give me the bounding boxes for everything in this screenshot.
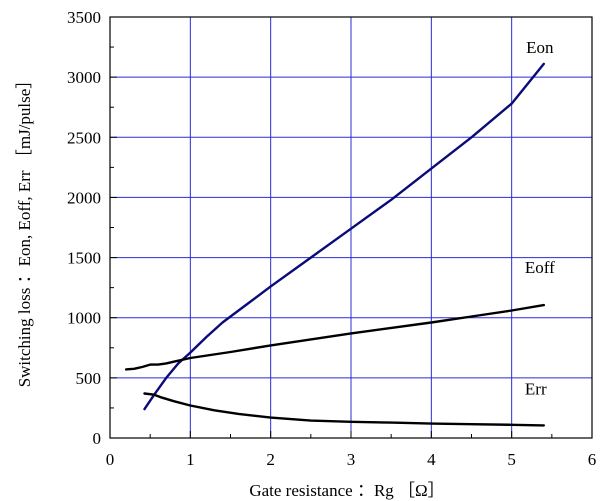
series-line-eoff bbox=[124, 303, 545, 371]
y-tick-label: 3000 bbox=[67, 68, 101, 87]
x-axis-label: Gate resistance ：Rg ［Ω］ bbox=[249, 481, 444, 500]
x-tick-label: 3 bbox=[347, 450, 356, 469]
series-label-eon: Eon bbox=[526, 38, 554, 57]
grid bbox=[110, 17, 592, 438]
x-tick-label: 5 bbox=[507, 450, 516, 469]
x-tick-label: 0 bbox=[106, 450, 115, 469]
series-labels: Eon Eoff Err bbox=[525, 38, 555, 399]
y-tick-label: 1000 bbox=[67, 309, 101, 328]
y-tick-label: 1500 bbox=[67, 249, 101, 268]
y-tick-label: 2000 bbox=[67, 188, 101, 207]
series-label-eoff: Eoff bbox=[525, 258, 555, 277]
series-label-err: Err bbox=[525, 380, 547, 399]
x-tick-label: 2 bbox=[266, 450, 275, 469]
y-tick-label: 3500 bbox=[67, 8, 101, 27]
series-line-eon bbox=[143, 62, 545, 411]
axes bbox=[109, 16, 593, 439]
x-tick-label: 4 bbox=[427, 450, 436, 469]
y-axis-label: Switching loss ：Eon, Eoff, Err ［mJ/pulse… bbox=[15, 72, 34, 388]
y-tick-label: 500 bbox=[76, 369, 102, 388]
y-tick-label: 0 bbox=[93, 429, 102, 448]
series-layer bbox=[124, 62, 545, 427]
y-tick-label: 2500 bbox=[67, 128, 101, 147]
x-tick-label: 6 bbox=[588, 450, 597, 469]
series-line-err bbox=[143, 392, 545, 427]
x-tick-label: 1 bbox=[186, 450, 195, 469]
tick-labels: 0 1 2 3 4 5 6 0 500 1000 1500 2000 2500 3000 3500 bbox=[67, 8, 596, 469]
